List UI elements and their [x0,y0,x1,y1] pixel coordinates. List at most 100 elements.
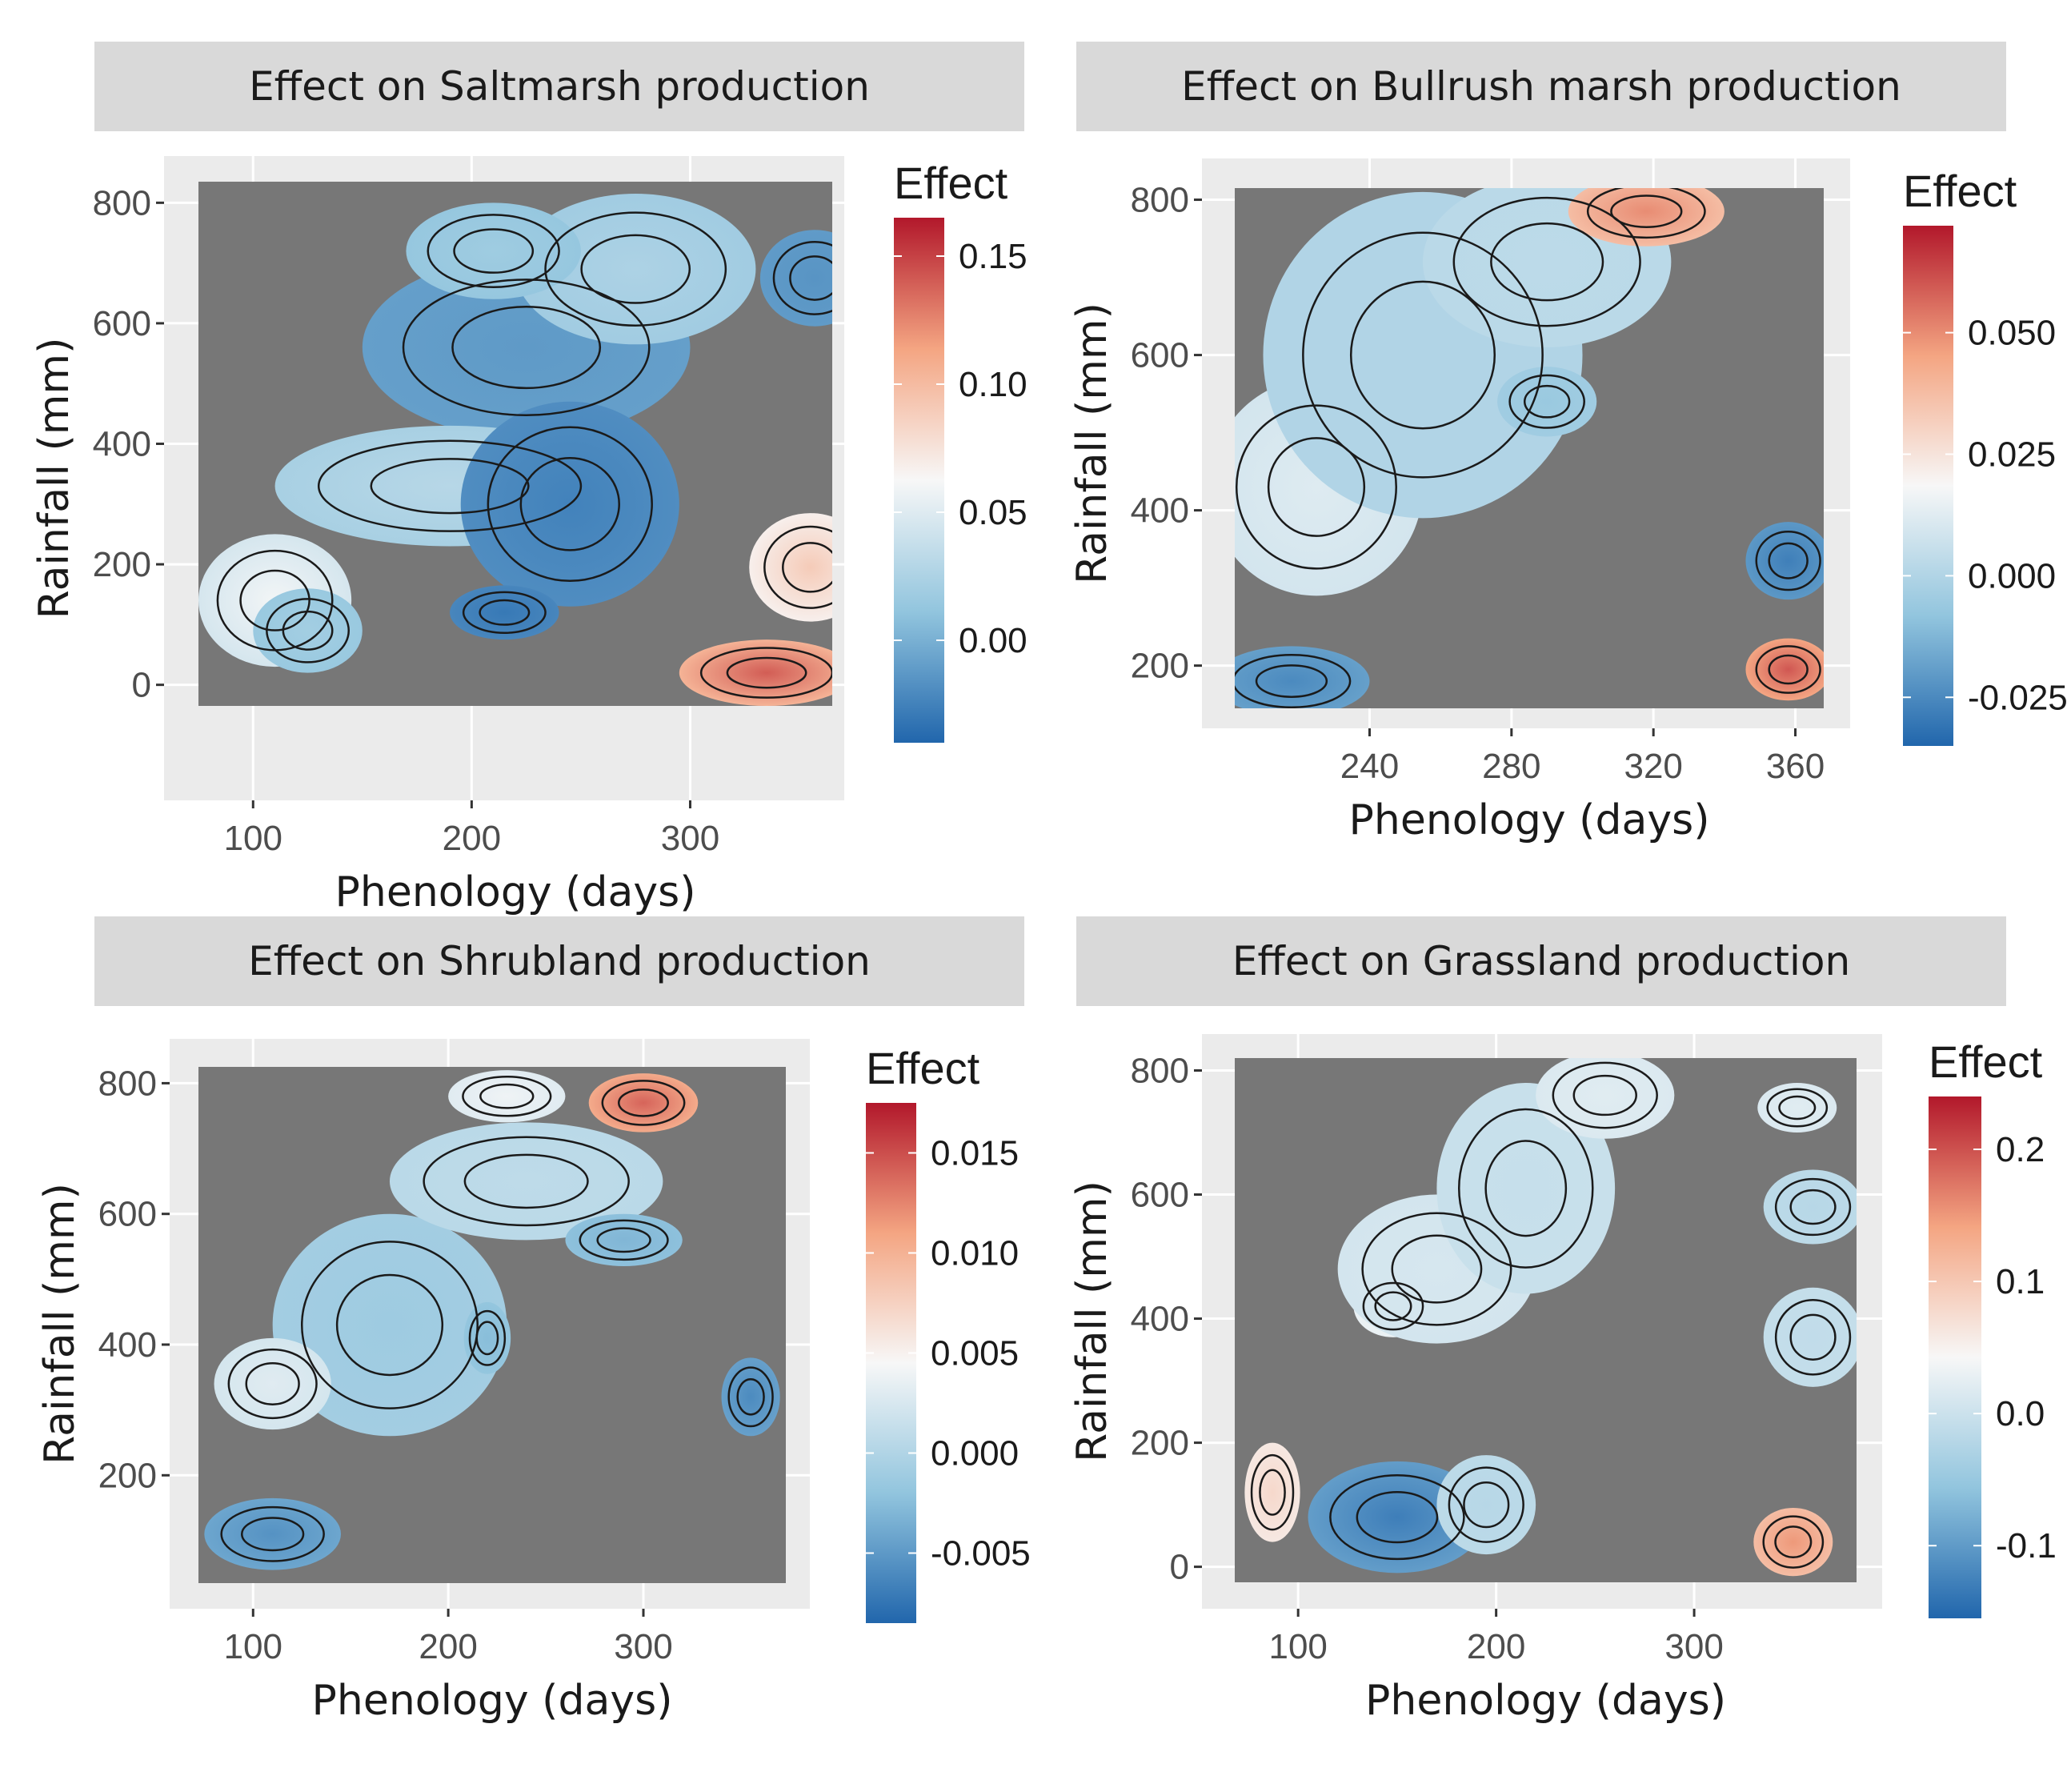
surface-region [1753,1507,1833,1577]
legend-tick-label: 0.00 [959,621,1027,660]
contour-line [241,1517,305,1552]
surface-region [1436,1083,1616,1294]
surface-region [515,194,756,345]
facet-title: Effect on Saltmarsh production [249,63,870,110]
contour-line [1255,664,1328,698]
legend-tick-label: -0.1 [1996,1526,2057,1565]
y-tick-label: 400 [98,1325,157,1365]
y-tick-label: 800 [1131,181,1189,220]
surface-region [721,1357,780,1437]
contour-line [1774,1299,1852,1376]
contour-line [1768,654,1809,685]
y-tick-label: 600 [1131,1176,1189,1215]
axes: 240 280 320 360 200 400 600 800 [1131,181,1825,786]
x-tick-label: 100 [224,1627,282,1666]
contour-line [579,1219,669,1261]
x-tick-label: 300 [1664,1627,1723,1666]
contour-line [1259,1469,1286,1516]
contour-line [1789,1313,1837,1361]
facet-strip [94,916,1024,1006]
surface-region [1745,638,1824,701]
contour-lines [1235,188,1821,708]
contour-line [596,1227,651,1253]
surface-region [1757,1083,1837,1133]
contour-line [1774,1177,1852,1237]
effect-surface [198,194,832,706]
surface-region [253,588,363,673]
contour-line [1755,531,1821,591]
contour-line [772,241,832,315]
legend-tick-label: 0.025 [1968,435,2056,475]
x-tick-label: 200 [419,1627,477,1666]
facet-panel-1: Effect on Saltmarsh production 100 200 300 0… [30,42,1027,916]
contour-line [1490,222,1604,302]
contour-line [1552,1061,1658,1129]
contour-line [479,1083,535,1109]
contour-line [1523,384,1571,419]
legend-tick-label: 0.05 [959,493,1027,532]
legend-tick-label: -0.005 [931,1534,1031,1574]
x-tick-label: 100 [224,819,282,858]
contour-line [763,525,832,609]
surface-region [1536,1058,1675,1139]
contour-line [462,591,547,634]
y-tick-label: 400 [93,425,151,464]
contour-line [220,1505,325,1562]
y-tick-label: 400 [1131,1300,1189,1339]
contour-line [699,647,832,699]
contour-line [1362,1281,1424,1331]
contour-line [402,279,651,416]
contour-line [370,458,530,515]
legend-gradient [894,218,944,743]
facet-strip [1076,916,2006,1006]
contour-line [423,1136,630,1227]
contour-line [1586,188,1706,239]
surface-region [450,585,559,640]
contour-line [1766,1088,1829,1128]
contour-line [580,234,691,304]
surface-region [272,1213,507,1437]
axes: 100 200 300 0 200 400 600 800 [1131,1052,1724,1666]
x-tick-label: 320 [1624,747,1682,786]
legend-title: Effect [894,158,1008,208]
y-tick-label: 0 [132,666,151,705]
facet-title: Effect on Grassland production [1232,938,1850,984]
contour-line [463,1153,589,1209]
y-tick-label: 800 [93,183,151,222]
contour-line [782,542,832,593]
surface-region [1235,646,1370,708]
contour-line [427,214,560,289]
surface-region [565,1213,683,1267]
contour-line [239,569,310,631]
effect-surface [204,1070,780,1570]
contour-line [1508,374,1585,429]
contour-line [1356,1490,1439,1544]
y-tick-label: 800 [98,1064,157,1103]
x-axis-title: Phenology (days) [1365,1677,1726,1725]
contour-line [1463,1481,1510,1529]
contour-line [1349,280,1496,430]
contour-line [1235,654,1352,708]
legend-tick-label: 0.15 [959,237,1027,276]
contour-line [1374,1291,1412,1321]
contour-line [618,1088,669,1117]
contour-line [544,211,727,327]
surface-region [759,230,832,327]
contour-line [1391,1234,1483,1304]
contour-line [462,1075,552,1117]
surface-region [679,639,832,706]
contour-lines [1250,1061,1852,1569]
contour-line [266,598,351,663]
contour-line [1762,1515,1825,1569]
contour-line [300,1241,479,1409]
x-tick-label: 300 [661,819,719,858]
axes: 100 200 300 200 400 600 800 [98,1064,673,1666]
y-tick-label: 600 [93,304,151,343]
x-axis-title: Phenology (days) [335,868,696,916]
x-tick-label: 240 [1340,747,1399,786]
x-axis-title: Phenology (days) [312,1677,673,1725]
contour-line [487,426,653,583]
surface-region [1745,522,1824,600]
contour-line [1457,1108,1594,1269]
legend-tick-label: 0.015 [931,1134,1019,1173]
